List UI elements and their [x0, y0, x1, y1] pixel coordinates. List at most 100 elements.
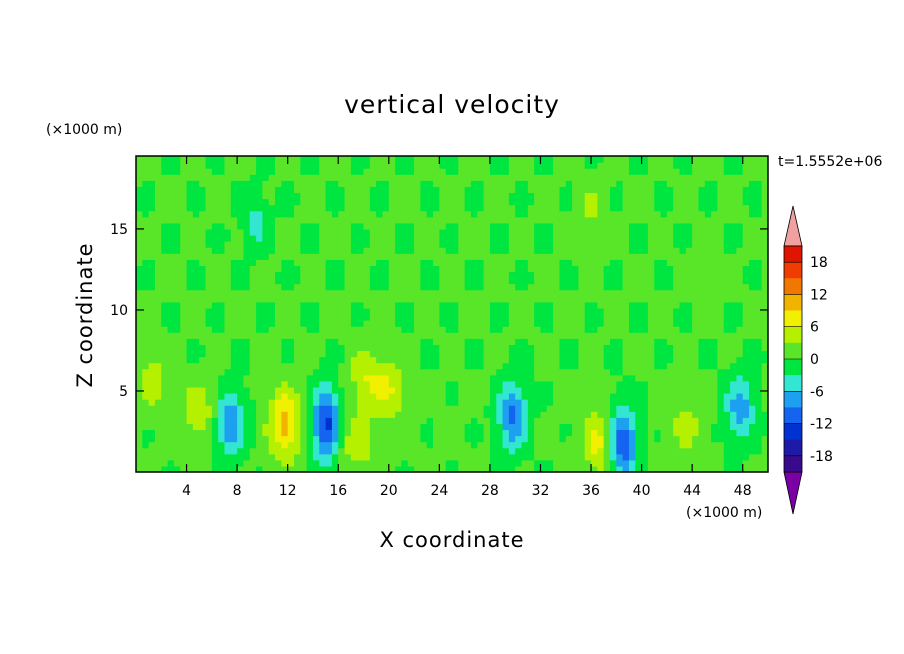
field-cell [395, 265, 403, 273]
field-cell [464, 423, 472, 431]
field-cell [414, 435, 421, 443]
field-cell [388, 283, 396, 291]
field-cell [243, 216, 251, 224]
field-cell [230, 253, 238, 260]
field-cell [553, 465, 561, 472]
field-cell [414, 180, 421, 187]
field-cell [281, 423, 289, 431]
field-cell [508, 204, 516, 212]
field-cell [420, 314, 428, 321]
field-cell [275, 411, 282, 418]
field-cell [414, 168, 421, 175]
field-cell [641, 301, 649, 309]
field-cell [502, 277, 510, 285]
field-cell [464, 301, 472, 309]
field-cell [186, 368, 194, 376]
field-cell [426, 222, 434, 230]
field-cell [350, 380, 358, 388]
field-cell [243, 399, 251, 406]
field-cell [281, 447, 289, 455]
field-cell [553, 235, 561, 242]
field-cell [641, 186, 649, 194]
field-cell [489, 210, 497, 218]
field-cell [294, 453, 301, 461]
field-cell [489, 386, 497, 394]
field-cell [376, 393, 384, 400]
field-cell [641, 307, 649, 315]
field-cell [338, 320, 346, 327]
field-cell [420, 307, 428, 315]
field-cell [154, 326, 162, 333]
field-cell [641, 344, 649, 352]
field-cell [628, 344, 636, 352]
field-cell [224, 314, 232, 321]
field-cell [325, 459, 333, 467]
field-cell [673, 356, 681, 364]
field-cell [736, 399, 744, 406]
field-cell [173, 417, 181, 424]
field-cell [597, 453, 605, 461]
field-cell [546, 162, 554, 169]
field-cell [319, 447, 327, 455]
field-cell [344, 368, 352, 376]
field-cell [173, 204, 181, 212]
field-cell [136, 162, 143, 169]
field-cell [616, 411, 624, 418]
field-cell [161, 465, 169, 472]
field-cell [161, 314, 169, 321]
field-cell [433, 186, 440, 194]
field-cell [654, 326, 662, 333]
field-cell [363, 344, 371, 352]
field-cell [224, 289, 232, 297]
field-cell [578, 326, 586, 333]
field-cell [470, 344, 478, 352]
field-cell [414, 362, 421, 370]
chart-title: vertical velocity [344, 90, 560, 119]
field-cell [704, 314, 712, 321]
field-cell [439, 374, 447, 382]
field-cell [369, 277, 377, 285]
field-cell [578, 216, 586, 224]
field-cell [312, 156, 320, 163]
field-cell [350, 259, 358, 266]
field-cell [199, 429, 207, 437]
field-cell [395, 204, 403, 212]
field-cell [641, 198, 649, 206]
field-cell [205, 241, 213, 248]
field-cell [679, 332, 687, 339]
field-cell [464, 186, 472, 194]
field-cell [445, 429, 453, 437]
field-cell [414, 253, 421, 260]
field-cell [711, 332, 719, 339]
field-cell [578, 283, 586, 291]
field-cell [167, 465, 175, 472]
field-cell [534, 380, 542, 388]
field-cell [736, 295, 744, 303]
field-cell [464, 441, 472, 449]
field-cell [376, 216, 384, 224]
field-cell [527, 374, 535, 382]
field-cell [603, 453, 611, 461]
field-cell [256, 356, 263, 364]
field-cell [369, 435, 377, 443]
field-cell [224, 362, 232, 370]
field-cell [673, 429, 681, 437]
field-cell [350, 277, 358, 285]
field-cell [559, 405, 567, 412]
field-cell [287, 386, 295, 394]
field-cell [344, 435, 352, 443]
field-cell [736, 198, 744, 206]
field-cell [249, 380, 257, 388]
field-cell [502, 386, 510, 394]
field-cell [369, 222, 377, 230]
field-cell [136, 459, 143, 467]
field-cell [698, 326, 706, 333]
field-cell [458, 216, 466, 224]
field-cell [306, 162, 314, 169]
field-cell [508, 374, 516, 382]
field-cell [502, 423, 510, 431]
field-cell [704, 162, 712, 169]
field-cell [287, 465, 295, 472]
field-cell [452, 320, 459, 327]
field-cell [142, 405, 150, 412]
